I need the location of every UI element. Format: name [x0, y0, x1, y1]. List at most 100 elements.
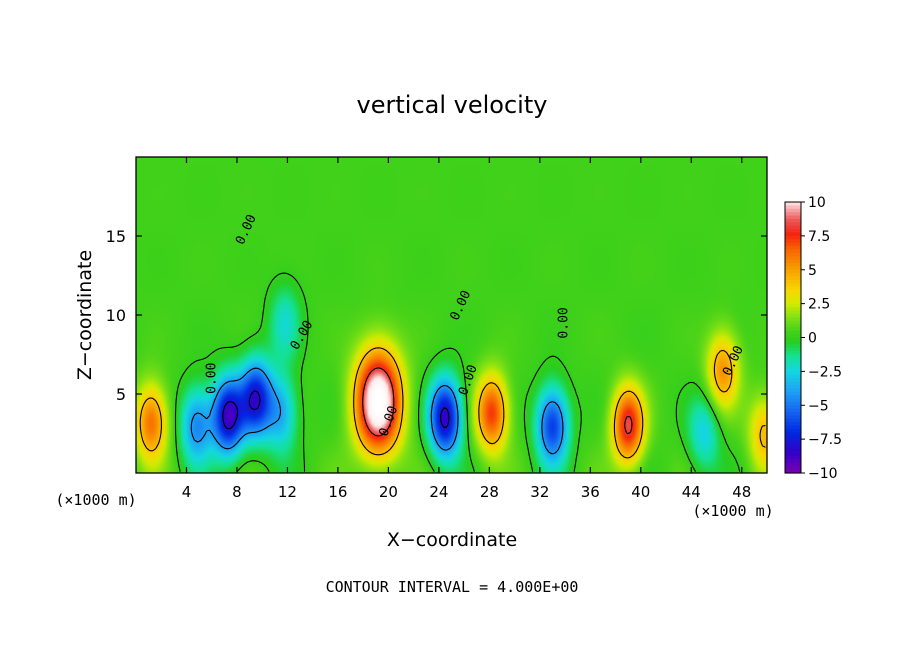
colorbar-segment	[785, 313, 801, 318]
colorbar-segment	[785, 323, 801, 328]
colorbar-segment	[785, 202, 801, 206]
x-tick-label: 4	[182, 483, 192, 501]
x-tick-label: 8	[232, 483, 242, 501]
contour-label: 0.00	[205, 363, 220, 394]
colorbar-segment	[785, 364, 801, 369]
x-unit-right: (×1000 m)	[692, 502, 773, 520]
colorbar-segment	[785, 459, 801, 464]
y-tick-label: 5	[116, 385, 126, 404]
colorbar-segment	[785, 300, 801, 305]
x-tick-label: 28	[480, 483, 499, 501]
colorbar-segment	[785, 266, 801, 271]
colorbar-segment	[785, 279, 801, 284]
colorbar-segment	[785, 357, 801, 362]
colorbar-segment	[785, 367, 801, 372]
colorbar-segment	[785, 222, 801, 227]
colorbar: 10 7.5 5 2.5 0 −2.5 −5 −7.5 −10	[784, 195, 842, 482]
colorbar-segment	[785, 212, 801, 217]
colorbar-segment	[785, 235, 801, 240]
colorbar-segment	[785, 290, 801, 295]
colorbar-segment	[785, 242, 801, 247]
colorbar-tick-label: 10	[808, 195, 826, 211]
negative-contour-line	[190, 367, 564, 455]
x-tick-label: 12	[278, 483, 297, 501]
x-tick-label: 16	[328, 483, 347, 501]
colorbar-segment	[785, 232, 801, 237]
colorbar-segment	[785, 371, 801, 376]
x-tick-label: 40	[631, 483, 650, 501]
colorbar-segment	[785, 452, 801, 457]
colorbar-segment	[785, 398, 801, 403]
chart-title: vertical velocity	[357, 91, 548, 119]
colorbar-segment	[785, 435, 801, 440]
colorbar-segment	[785, 401, 801, 406]
velocity-field	[136, 157, 767, 473]
colorbar-segment	[785, 259, 801, 264]
x-tick-label: 44	[682, 483, 701, 501]
colorbar-segment	[785, 330, 801, 335]
colorbar-segment	[785, 269, 801, 274]
x-tick-label: 24	[429, 483, 448, 501]
colorbar-tick-label: −2.5	[808, 364, 842, 380]
colorbar-segment	[785, 388, 801, 393]
colorbar-tick-label: −10	[808, 466, 838, 482]
contour-line	[139, 347, 766, 459]
y-tick-label: 15	[106, 227, 126, 246]
colorbar-tick-label: −5	[808, 398, 829, 414]
colorbar-tick-label: 2.5	[808, 297, 830, 313]
colorbar-segment	[785, 218, 801, 223]
colorbar-segment	[785, 340, 801, 345]
colorbar-segment	[785, 425, 801, 430]
x-tick-label: 36	[581, 483, 600, 501]
colorbar-segment	[785, 310, 801, 315]
colorbar-segment	[785, 432, 801, 437]
colorbar-tick-label: 5	[808, 263, 817, 279]
colorbar-segment	[785, 381, 801, 386]
colorbar-segment	[785, 249, 801, 254]
x-tick-label: 48	[732, 483, 751, 501]
colorbar-segment	[785, 256, 801, 261]
colorbar-segment	[785, 384, 801, 389]
y-tick-label: 10	[106, 306, 126, 325]
colorbar-segment	[785, 391, 801, 396]
contour-line	[362, 367, 633, 437]
colorbar-segment	[785, 283, 801, 288]
colorbar-segment	[785, 303, 801, 308]
colorbar-segment	[785, 469, 801, 474]
colorbar-segment	[785, 215, 801, 220]
colorbar-segment	[785, 428, 801, 433]
colorbar-segment	[785, 205, 801, 210]
colorbar-segment	[785, 286, 801, 291]
colorbar-segment	[785, 347, 801, 352]
colorbar-segment	[785, 418, 801, 423]
y-axis: 5 10 15	[106, 227, 767, 404]
plot-area: 0.000.000.000.000.000.000.000.00	[135, 156, 768, 474]
x-tick-label: 32	[530, 483, 549, 501]
colorbar-segment	[785, 239, 801, 244]
y-axis-label: Z−coordinate	[74, 250, 96, 380]
colorbar-segment	[785, 307, 801, 311]
colorbar-segment	[785, 395, 801, 400]
colorbar-segment	[785, 466, 801, 471]
contour-interval-footer: CONTOUR INTERVAL = 4.000E+00	[326, 578, 579, 596]
colorbar-segment	[785, 449, 801, 454]
colorbar-segment	[785, 462, 801, 467]
colorbar-tick-label: 0	[808, 331, 817, 347]
colorbar-segment	[785, 273, 801, 278]
colorbar-segment	[785, 405, 801, 410]
colorbar-segment	[785, 225, 801, 230]
colorbar-segment	[785, 262, 801, 267]
colorbar-segment	[785, 276, 801, 281]
colorbar-segment	[785, 208, 801, 213]
colorbar-segment	[785, 296, 801, 301]
colorbar-tick-label: 7.5	[808, 229, 830, 245]
colorbar-segment	[785, 374, 801, 379]
colorbar-segment	[785, 327, 801, 332]
negative-contour-line	[222, 390, 450, 430]
colorbar-segment	[785, 293, 801, 298]
colorbar-segment	[785, 412, 801, 417]
contour-line	[174, 272, 741, 472]
colorbar-segment	[785, 252, 801, 257]
x-axis-label: X−coordinate	[387, 529, 517, 551]
